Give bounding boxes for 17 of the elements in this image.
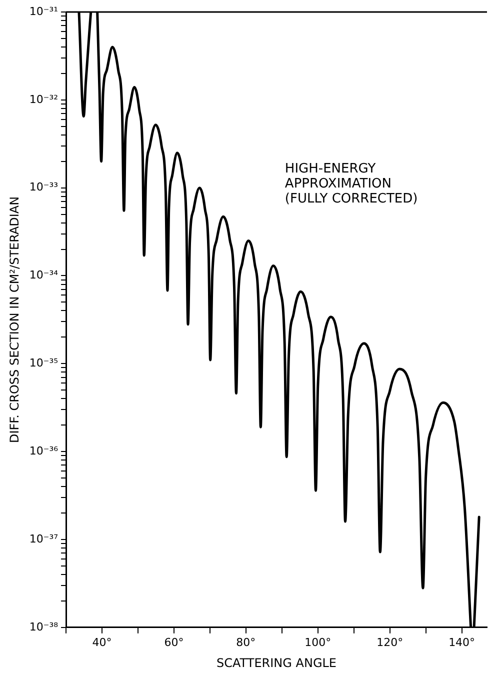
x-tick-label: 60° bbox=[164, 636, 184, 649]
x-tick-label: 100° bbox=[304, 636, 332, 649]
y-tick-label: 10⁻³⁵ bbox=[29, 356, 58, 370]
y-tick-label: 10⁻³³ bbox=[29, 180, 58, 194]
y-tick-label: 10⁻³¹ bbox=[29, 4, 58, 18]
y-tick-label: 10⁻³⁷ bbox=[29, 532, 58, 546]
y-tick-label: 10⁻³⁶ bbox=[29, 444, 59, 458]
x-tick-label: 40° bbox=[92, 636, 112, 649]
annotation: HIGH-ENERGY APPROXIMATION (FULLY CORRECTED) bbox=[284, 162, 418, 207]
x-axis-title: SCATTERING ANGLE bbox=[216, 656, 337, 670]
y-axis-title: DIFF. CROSS SECTION IN CM²/STERADIAN bbox=[7, 196, 22, 444]
x-tick-label: 140° bbox=[448, 636, 476, 649]
y-tick-label: 10⁻³⁸ bbox=[29, 620, 59, 634]
x-tick-label: 120° bbox=[376, 636, 404, 649]
x-tick-label: 80° bbox=[236, 636, 256, 649]
y-tick-label: 10⁻³² bbox=[29, 92, 58, 106]
y-tick-label: 10⁻³⁴ bbox=[29, 268, 59, 282]
